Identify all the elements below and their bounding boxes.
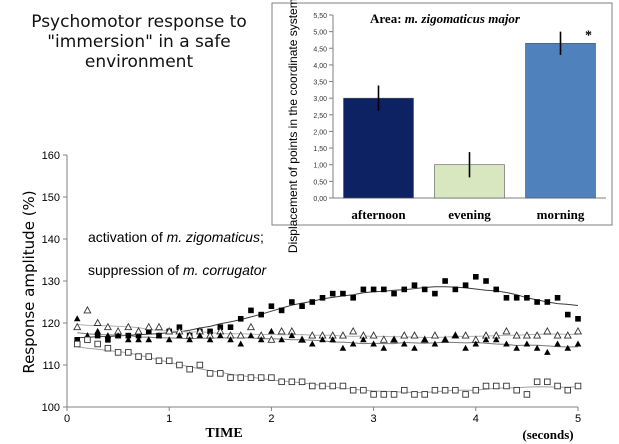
bar-ytick-label: 4,00 xyxy=(313,63,327,70)
page-heading: Psychomotor response to "immersion" in a… xyxy=(14,12,264,72)
bar-ytick-label: 3,00 xyxy=(313,96,327,103)
bar xyxy=(343,97,414,199)
heading-line-2: "immersion" in a safe xyxy=(47,32,231,52)
bar-chart-marks: afternoon evening morning * xyxy=(343,29,596,222)
bar-chart-title: Area: m. zigomaticus major xyxy=(370,11,521,26)
bar-ytick-label: 3,50 xyxy=(313,80,327,87)
bar-ytick-label: 1,00 xyxy=(313,163,327,170)
bar xyxy=(525,42,596,199)
bar-chart-ylabel: Displacement of points in the coordinate… xyxy=(286,0,300,253)
bar-ytick-label: 2,00 xyxy=(313,129,327,136)
bar-ytick-label: 2,50 xyxy=(313,113,327,120)
bar-ytick-label: 0,50 xyxy=(313,179,327,186)
heading-line-1: Psychomotor response to xyxy=(31,12,247,32)
bar-category-label: morning xyxy=(537,207,585,222)
bar-category-label: evening xyxy=(448,207,491,222)
bar-ytick-label: 0,00 xyxy=(313,196,327,203)
significance-star: * xyxy=(585,29,592,44)
bar-ytick-label: 1,50 xyxy=(313,146,327,153)
bar-ytick-label: 4,50 xyxy=(313,46,327,53)
bar-ytick-label: 5,00 xyxy=(313,30,327,37)
bar-ytick-label: 5,50 xyxy=(313,13,327,20)
heading-line-3: environment xyxy=(84,52,194,72)
bar-category-label: afternoon xyxy=(351,207,406,222)
